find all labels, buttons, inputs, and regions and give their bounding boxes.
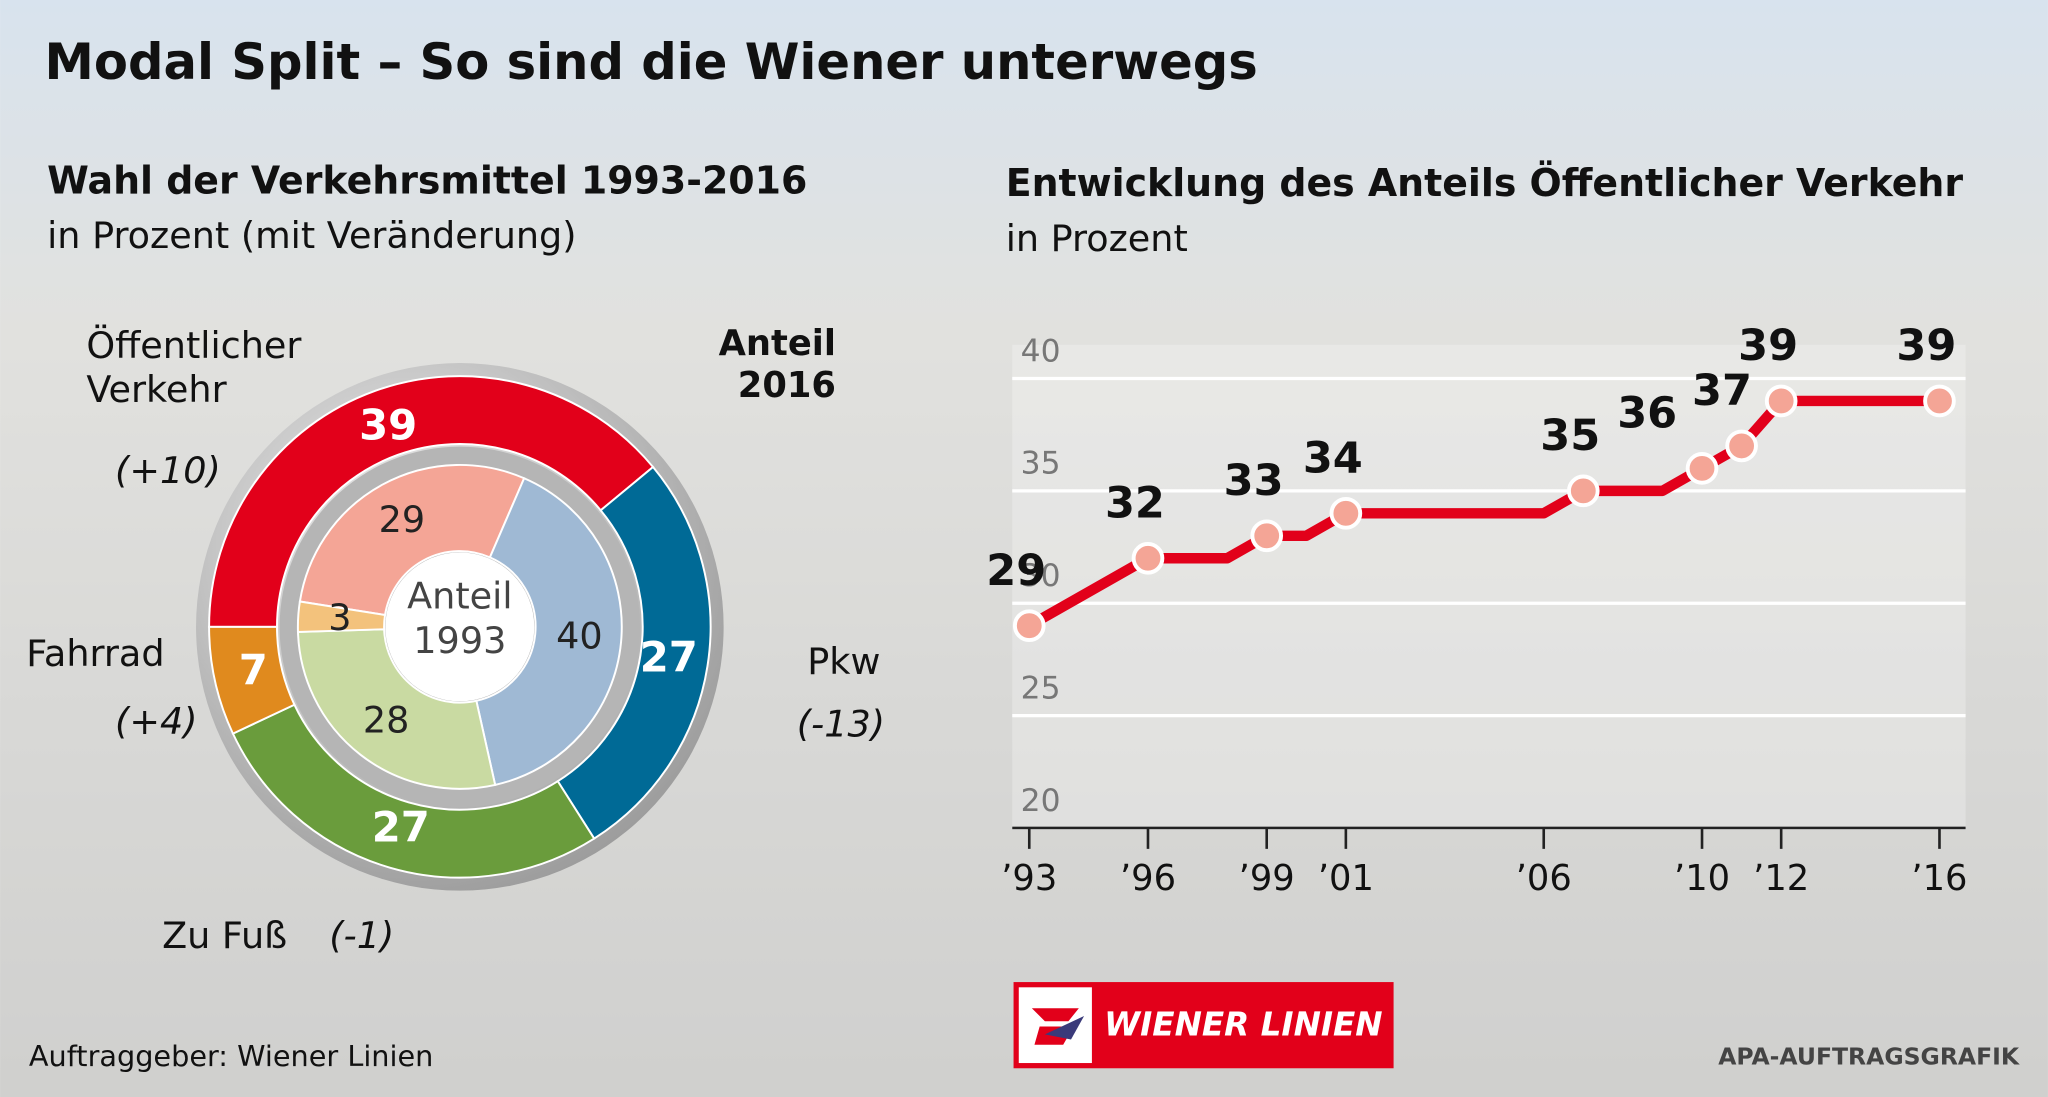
x-tick-label: ’96 [1120,858,1176,899]
segment-label: 40 [556,615,603,658]
segment-label: 39 [359,400,417,449]
point [1685,452,1719,485]
category-label: Öffentlicher Verkehr [86,323,302,411]
segment-label: 7 [239,646,268,695]
change-label-box: (+10) [115,449,221,493]
donut-subtitle: in Prozent (mit Veränderung) [47,214,576,257]
title: Modal Split – So sind die Wiener unterwe… [45,33,1258,91]
y-tick-label: 35 [1021,446,1061,482]
category-label-box: Pkw [807,639,881,684]
x-tick-label: ’93 [1001,858,1057,899]
x-tick-label: ’12 [1753,858,1809,899]
x-tick-label: ’10 [1674,858,1730,899]
value-label: 33 [1224,456,1284,506]
category-label: Fahrrad [26,632,165,676]
category-label-box: Zu Fuß [162,914,288,958]
x-tick-label: ’99 [1239,858,1295,899]
category-label-box: Öffentlicher Verkehr [86,323,302,411]
point [1566,474,1600,508]
segment-label: 29 [379,498,426,541]
value-label: 29 [986,546,1046,596]
change-label-box: (-1) [329,914,395,958]
value-label: 39 [1738,321,1798,371]
y-tick-label: 30 [1021,558,1061,594]
segment-label: 3 [328,596,351,639]
change-label-box: (+4) [115,699,198,744]
value-label: 36 [1617,389,1677,439]
category-label: Pkw [807,639,881,684]
y-tick-label: 20 [1021,783,1061,819]
change-label: (+10) [115,449,221,493]
category-label: Zu Fuß [162,914,288,958]
logo-text: WIENER LINIEN [1104,1005,1382,1043]
outer-segment [208,625,296,735]
point [1329,497,1363,530]
donut-center [385,552,535,702]
line-title: Entwicklung des Anteils Öffentlicher Ver… [1006,161,1964,205]
donut-title: Wahl der Verkehrsmittel 1993-2016 [47,158,807,202]
category-label-box: Fahrrad [26,632,165,676]
logo-icon [1044,1016,1085,1040]
point [1764,384,1798,418]
outer-ring-name-box: Anteil 2016 [718,323,836,407]
inner-ring-name-box: Anteil 1993 [407,574,513,662]
logo-icon-bg [1018,987,1092,1064]
line-subtitle: in Prozent [1006,217,1188,260]
point [1250,519,1284,553]
y-tick-label: 25 [1021,670,1061,706]
value-label: 35 [1540,411,1600,461]
segment-label: 27 [640,632,698,681]
inner-segment [296,600,387,633]
change-label-box: (-13) [796,702,886,746]
point [1012,609,1046,643]
outer-segment [231,703,596,879]
plot-area [1012,344,1966,828]
point [1923,384,1956,418]
value-label: 37 [1692,366,1752,416]
segment-label: 28 [363,698,410,741]
inner-ring-name: Anteil 1993 [407,574,513,662]
x-tick-label: ’06 [1516,858,1572,899]
inner-segment [296,628,497,790]
point [1131,541,1165,575]
outer-segment [208,375,655,628]
inner-segment [298,463,526,617]
outer-segment [556,465,712,840]
source: Auftraggeber: Wiener Linien [29,1039,434,1073]
value-label: 39 [1896,321,1956,371]
value-label: 34 [1303,434,1363,484]
change-label: (-1) [329,914,395,958]
outer-ring-name: Anteil 2016 [718,323,836,407]
value-label: 32 [1105,479,1165,529]
x-tick-label: ’01 [1318,858,1374,899]
segment-label: 27 [372,803,430,852]
change-label: (-13) [796,702,886,746]
point [1725,429,1758,463]
y-tick-label: 40 [1021,333,1061,369]
inner-segment [475,476,623,787]
credit: APA-AUFTRAGSGRAFIK [1718,1042,2020,1070]
change-label: (+4) [115,699,198,744]
x-tick-label: ’16 [1911,858,1967,899]
